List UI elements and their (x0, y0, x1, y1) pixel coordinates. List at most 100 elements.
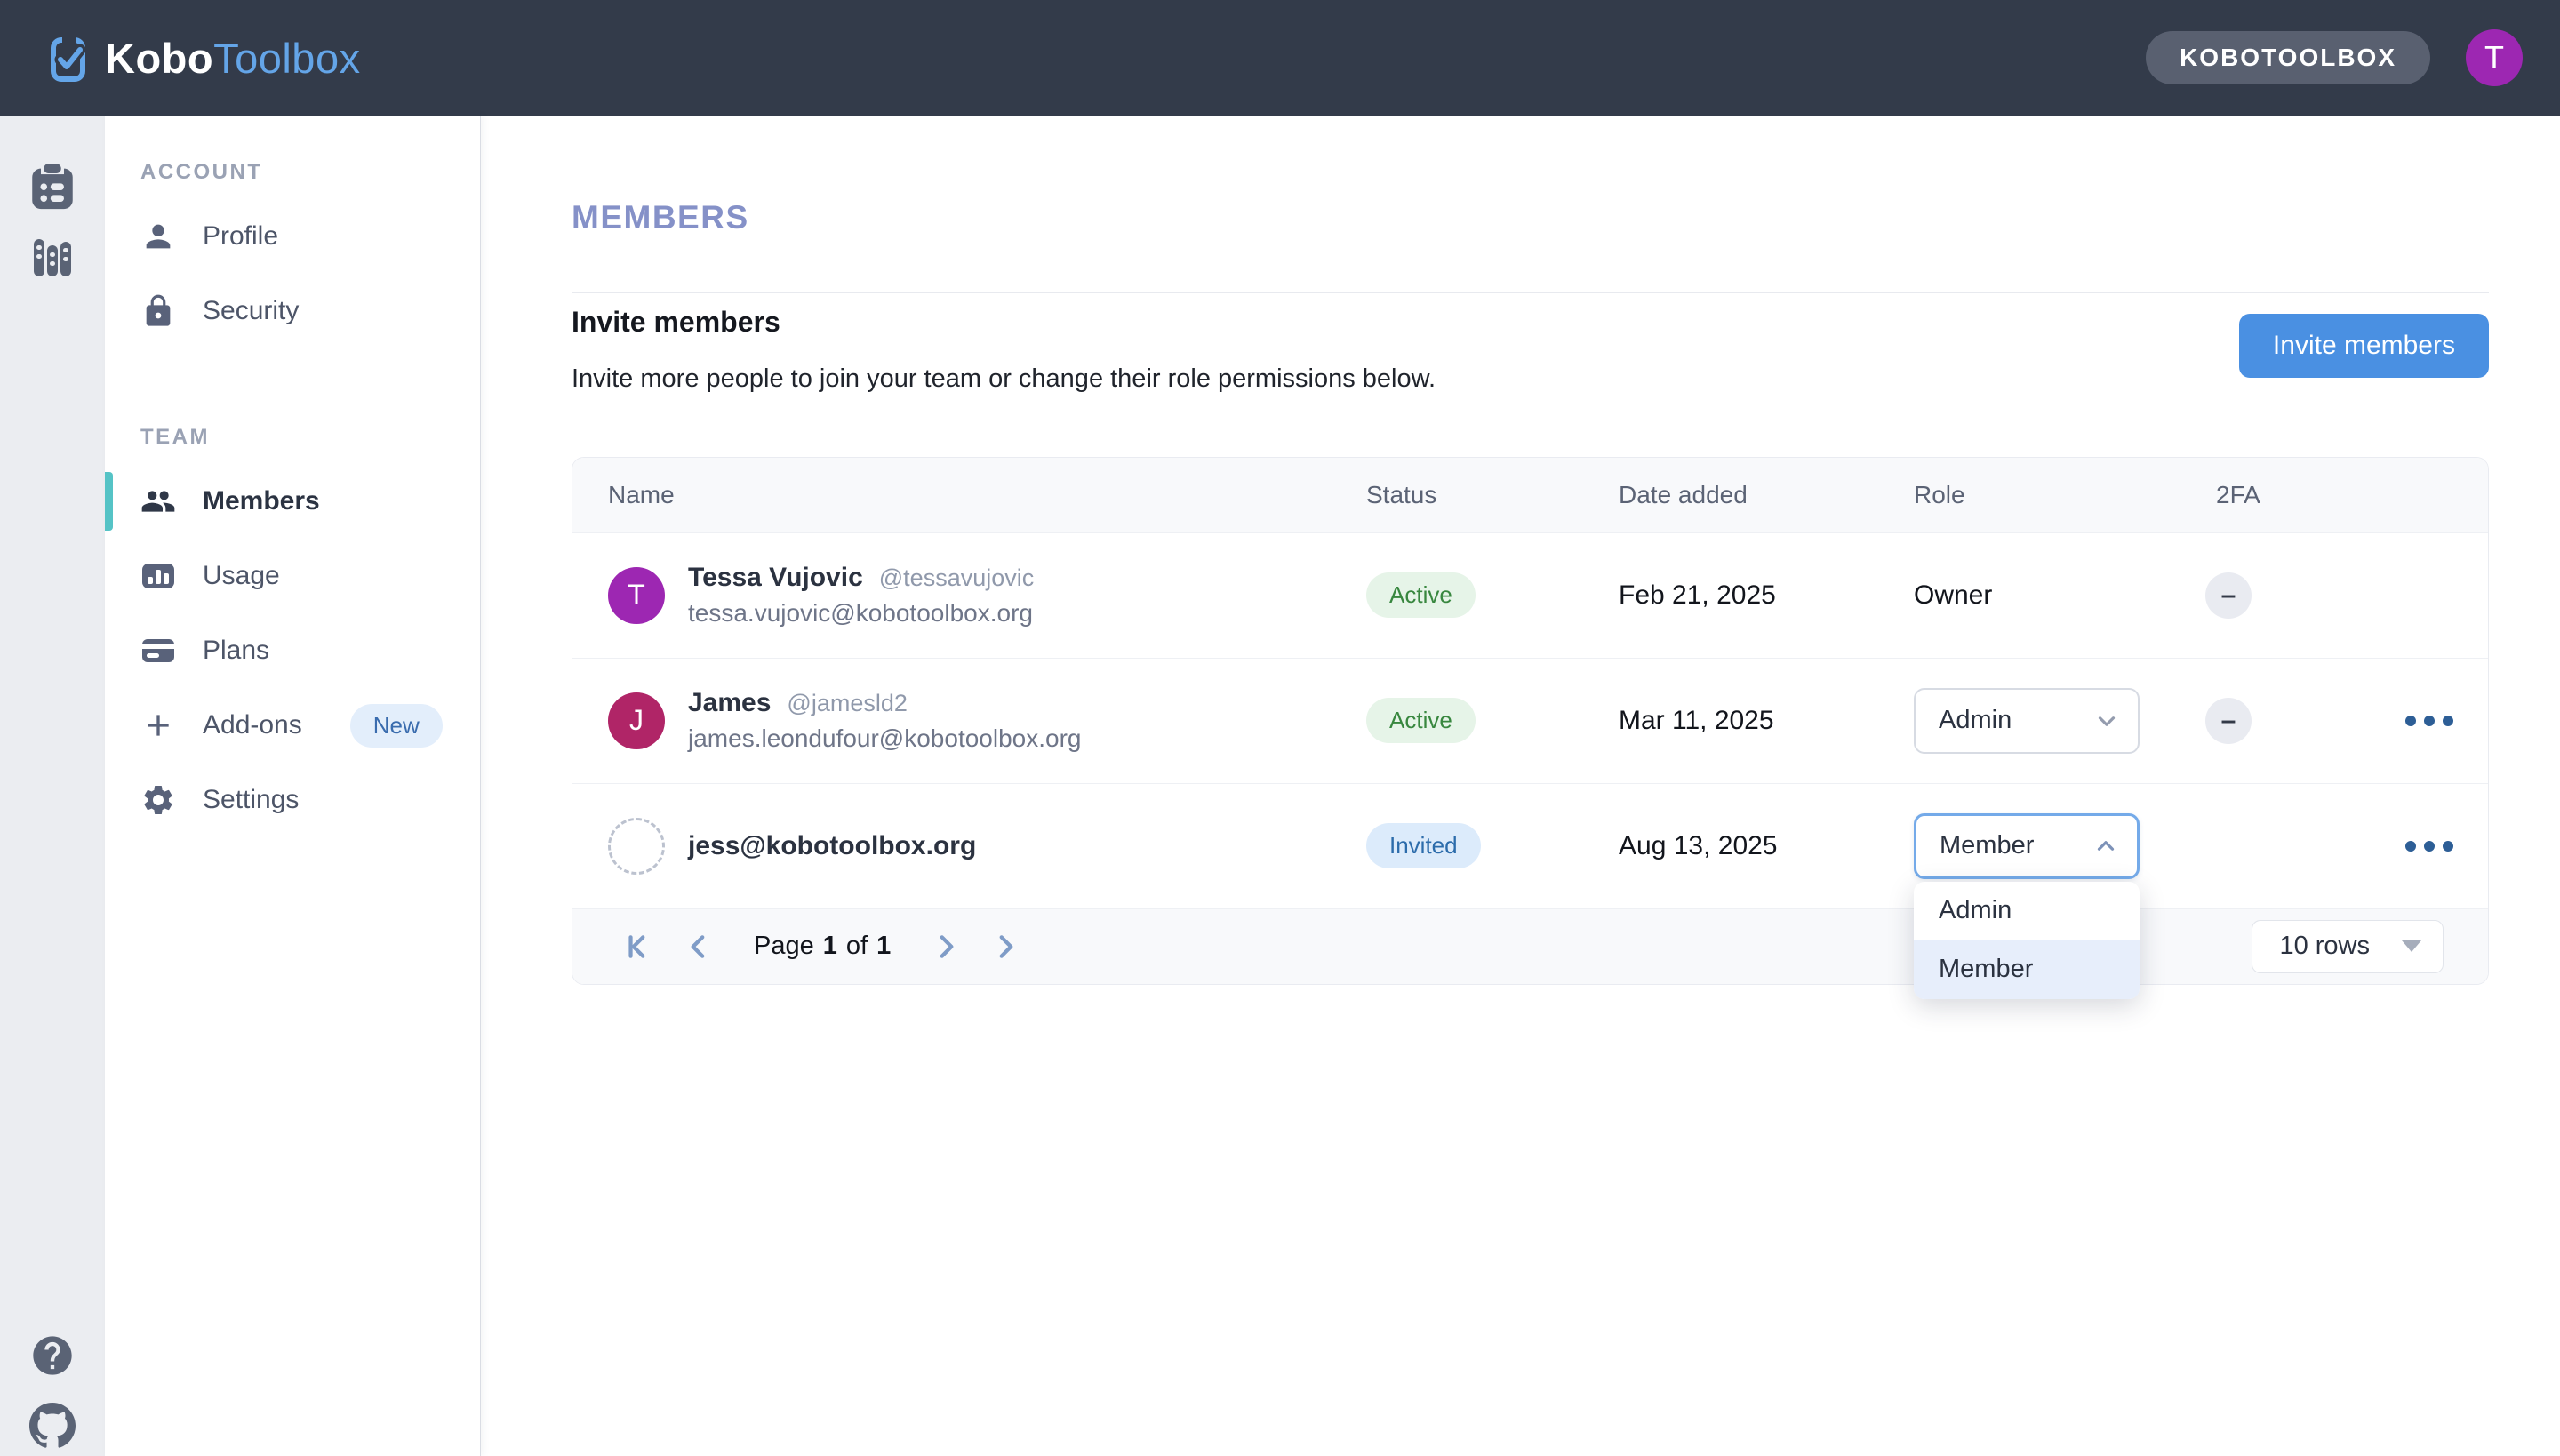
chevron-down-icon (2098, 716, 2116, 726)
previous-page-button[interactable] (683, 931, 715, 963)
card-icon (142, 639, 174, 662)
invite-description: Invite more people to join your team or … (572, 364, 1436, 393)
lock-icon (146, 294, 171, 326)
sidebar-item-profile[interactable]: Profile (105, 199, 480, 274)
avatar: T (608, 566, 665, 624)
status-cell: Active (1366, 698, 1619, 744)
column-header-date-added: Date added (1619, 480, 1748, 508)
rail-bottom (29, 1332, 76, 1449)
role-select-value: Admin (1939, 706, 2012, 735)
person-icon (146, 224, 171, 249)
caret-down-icon (2402, 940, 2421, 953)
invite-text-block: Invite members Invite more people to joi… (572, 293, 1436, 395)
member-name: James (688, 688, 772, 718)
sidebar-item-security[interactable]: Security (105, 274, 480, 348)
sidebar-item-label: Profile (203, 221, 279, 251)
member-email: james.leondufour@kobotoolbox.org (688, 724, 1082, 753)
column-header-role: Role (1914, 480, 1965, 508)
github-icon[interactable] (29, 1403, 76, 1449)
first-page-button[interactable] (622, 931, 654, 963)
projects-icon[interactable] (29, 162, 76, 210)
rows-per-page-select[interactable]: 10 rows (2252, 919, 2444, 973)
member-name: jess@kobotoolbox.org (688, 830, 977, 860)
status-cell: Active (1366, 572, 1619, 619)
rows-per-page-value: 10 rows (2279, 932, 2370, 961)
table-footer: Page 1 of 1 10 rows (572, 908, 2488, 984)
twofa-none-badge: – (2205, 572, 2252, 619)
organization-button[interactable]: KOBOTOOLBOX (2146, 31, 2430, 84)
pagination: Page 1 of 1 (622, 931, 1022, 963)
avatar-placeholder (608, 817, 665, 875)
status-cell: Invited (1366, 823, 1619, 869)
column-header-name: Name (608, 480, 675, 508)
sidebar-item-addons[interactable]: Add-ons New (105, 688, 480, 763)
date-added-cell: Aug 13, 2025 (1619, 830, 1778, 860)
twofa-none-badge: – (2205, 697, 2252, 744)
role-dropdown-menu: Admin Member (1914, 881, 2140, 999)
help-icon[interactable] (29, 1332, 76, 1379)
kobotoolbox-logo[interactable]: KoboToolbox (50, 32, 361, 84)
members-icon (141, 491, 175, 512)
member-name-cell: T Tessa Vujovic @tessavujovic tessa.vujo… (572, 563, 1366, 628)
page-title: MEMBERS (572, 199, 749, 236)
sidebar-section-account: ACCOUNT Profile Security (105, 160, 480, 348)
sidebar-item-label: Usage (203, 561, 280, 590)
sidebar-item-label: Members (203, 486, 320, 516)
status-badge: Active (1366, 698, 1476, 744)
sidebar-item-members[interactable]: Members (105, 464, 480, 539)
role-select[interactable]: Admin (1914, 687, 2140, 754)
table-row: J James @jamesld2 james.leondufour@kobot… (572, 657, 2488, 783)
gear-icon (144, 786, 172, 814)
library-icon[interactable] (29, 235, 76, 281)
kobotoolbox-logo-icon (51, 36, 86, 82)
current-page: 1 (822, 932, 837, 961)
logo-wordmark: KoboToolbox (105, 34, 361, 82)
user-avatar[interactable]: T (2466, 29, 2523, 86)
sidebar-item-usage[interactable]: Usage (105, 539, 480, 613)
actions-cell (2384, 840, 2488, 852)
sidebar-item-settings[interactable]: Settings (105, 763, 480, 837)
date-added-cell: Mar 11, 2025 (1619, 705, 1774, 735)
sidebar-item-plans[interactable]: Plans (105, 613, 480, 688)
new-badge: New (349, 703, 443, 748)
table-row: jess@kobotoolbox.org Invited Aug 13, 202… (572, 782, 2488, 999)
member-identity: Tessa Vujovic @tessavujovic tessa.vujovi… (688, 563, 1034, 628)
app-shell: ACCOUNT Profile Security TEAM Members (0, 116, 2560, 1456)
member-email: tessa.vujovic@kobotoolbox.org (688, 599, 1033, 628)
member-name: Tessa Vujovic (688, 563, 863, 593)
main-content: MEMBERS Invite members Invite more peopl… (481, 116, 2560, 1456)
invite-members-button[interactable]: Invite members (2238, 314, 2489, 378)
status-badge: Invited (1366, 823, 1481, 869)
top-bar: KoboToolbox KOBOTOOLBOX T (0, 0, 2560, 116)
usage-icon (142, 564, 174, 588)
role-cell: Owner (1914, 580, 2195, 611)
sidebar-item-label: Security (203, 296, 300, 325)
status-badge: Active (1366, 572, 1476, 619)
invite-heading: Invite members (572, 306, 780, 338)
last-page-button[interactable] (990, 931, 1022, 963)
section-label-team: TEAM (140, 425, 210, 449)
actions-cell (2384, 715, 2488, 726)
sidebar-item-label: Add-ons (203, 710, 302, 740)
member-name-cell: jess@kobotoolbox.org (572, 817, 1366, 875)
row-actions-menu-button[interactable] (2384, 715, 2488, 726)
members-table: Name Status Date added Role 2FA T Tessa … (572, 456, 2489, 999)
table-row: T Tessa Vujovic @tessavujovic tessa.vujo… (572, 532, 2488, 658)
divider (572, 292, 2489, 293)
member-username: @jamesld2 (787, 690, 908, 717)
role-select-open[interactable]: Member (1914, 812, 2140, 879)
twofa-cell: – (2195, 572, 2384, 619)
sidebar-section-team: TEAM Members Usage Plans Add-ons New (105, 425, 480, 837)
chevron-up-icon (2097, 840, 2115, 851)
date-added-cell: Feb 21, 2025 (1619, 580, 1776, 610)
avatar: J (608, 692, 665, 749)
next-page-button[interactable] (930, 931, 962, 963)
row-actions-menu-button[interactable] (2384, 840, 2488, 852)
twofa-cell: – (2195, 697, 2384, 744)
sidebar-item-label: Plans (203, 636, 270, 665)
column-header-2fa: 2FA (2216, 480, 2260, 508)
role-option-member[interactable]: Member (1914, 940, 2140, 999)
sidebar-item-label: Settings (203, 785, 300, 814)
role-option-admin[interactable]: Admin (1939, 896, 2012, 925)
